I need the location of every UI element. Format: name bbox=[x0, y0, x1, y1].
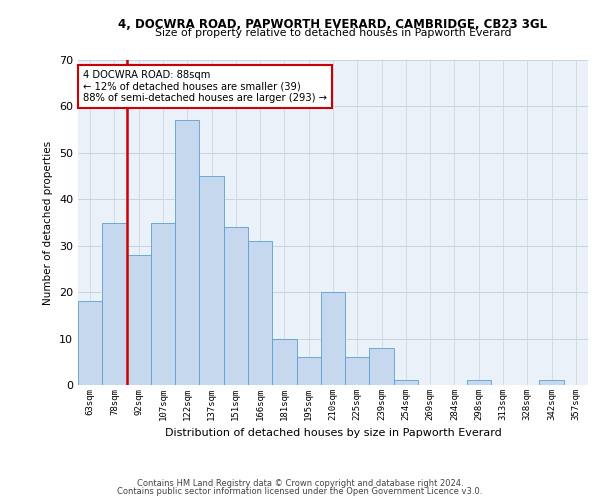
Bar bbox=[345, 357, 370, 385]
Bar bbox=[539, 380, 564, 385]
Text: Contains HM Land Registry data © Crown copyright and database right 2024.: Contains HM Land Registry data © Crown c… bbox=[137, 478, 463, 488]
Bar bbox=[102, 222, 127, 385]
Bar bbox=[151, 222, 175, 385]
Bar bbox=[296, 357, 321, 385]
Text: 4 DOCWRA ROAD: 88sqm
← 12% of detached houses are smaller (39)
88% of semi-detac: 4 DOCWRA ROAD: 88sqm ← 12% of detached h… bbox=[83, 70, 327, 103]
Text: 4, DOCWRA ROAD, PAPWORTH EVERARD, CAMBRIDGE, CB23 3GL: 4, DOCWRA ROAD, PAPWORTH EVERARD, CAMBRI… bbox=[118, 18, 548, 30]
Bar bbox=[199, 176, 224, 385]
Bar bbox=[272, 338, 296, 385]
Bar bbox=[78, 302, 102, 385]
Bar bbox=[224, 227, 248, 385]
Y-axis label: Number of detached properties: Number of detached properties bbox=[43, 140, 53, 304]
X-axis label: Distribution of detached houses by size in Papworth Everard: Distribution of detached houses by size … bbox=[164, 428, 502, 438]
Bar bbox=[127, 255, 151, 385]
Text: Size of property relative to detached houses in Papworth Everard: Size of property relative to detached ho… bbox=[155, 28, 511, 38]
Bar bbox=[370, 348, 394, 385]
Bar bbox=[394, 380, 418, 385]
Bar bbox=[467, 380, 491, 385]
Bar bbox=[175, 120, 199, 385]
Text: Contains public sector information licensed under the Open Government Licence v3: Contains public sector information licen… bbox=[118, 487, 482, 496]
Bar bbox=[321, 292, 345, 385]
Bar bbox=[248, 241, 272, 385]
